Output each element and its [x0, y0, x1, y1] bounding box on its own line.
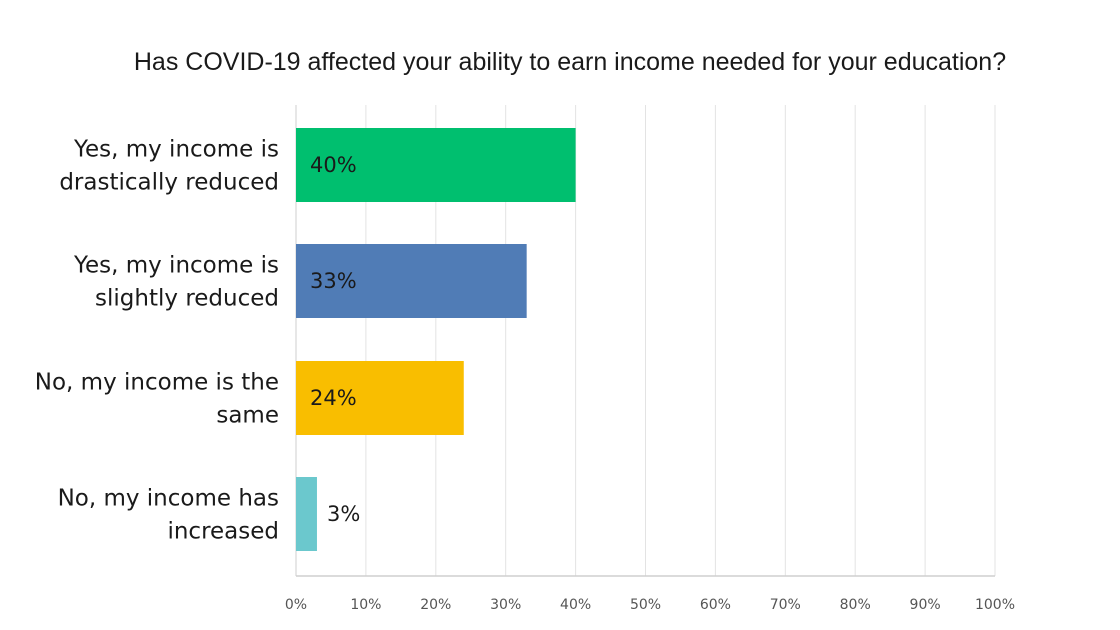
- bar: [296, 244, 527, 318]
- data-label: 24%: [310, 386, 357, 410]
- data-label: 40%: [310, 153, 357, 177]
- bars: 40% 33% 24% 3%: [296, 128, 576, 551]
- x-tick-label: 30%: [490, 597, 521, 613]
- category-label: Yes, my income is: [73, 253, 279, 279]
- category-label: same: [216, 403, 279, 429]
- x-tick-label: 90%: [910, 597, 941, 613]
- bar: [296, 477, 317, 551]
- x-tick-label: 100%: [975, 597, 1015, 613]
- x-tick-label: 70%: [770, 597, 801, 613]
- bar: [296, 361, 464, 435]
- category-label: increased: [167, 519, 279, 545]
- x-tick-label: 20%: [420, 597, 451, 613]
- bar: [296, 128, 576, 202]
- category-label: Yes, my income is: [73, 137, 279, 163]
- category-label: No, my income is the: [35, 370, 279, 396]
- x-tick-label: 80%: [840, 597, 871, 613]
- chart-title: Has COVID-19 affected your ability to ea…: [134, 48, 1006, 76]
- x-tick-label: 0%: [285, 597, 307, 613]
- x-tick-label: 50%: [630, 597, 661, 613]
- category-labels: Yes, my income is drastically reduced Yes,…: [35, 137, 279, 545]
- x-tick-label: 60%: [700, 597, 731, 613]
- data-label: 3%: [327, 502, 360, 526]
- category-label: No, my income has: [58, 486, 279, 512]
- x-tick-label: 40%: [560, 597, 591, 613]
- category-label: slightly reduced: [95, 286, 279, 312]
- x-tick-label: 10%: [350, 597, 381, 613]
- category-label: drastically reduced: [59, 170, 279, 196]
- data-label: 33%: [310, 269, 357, 293]
